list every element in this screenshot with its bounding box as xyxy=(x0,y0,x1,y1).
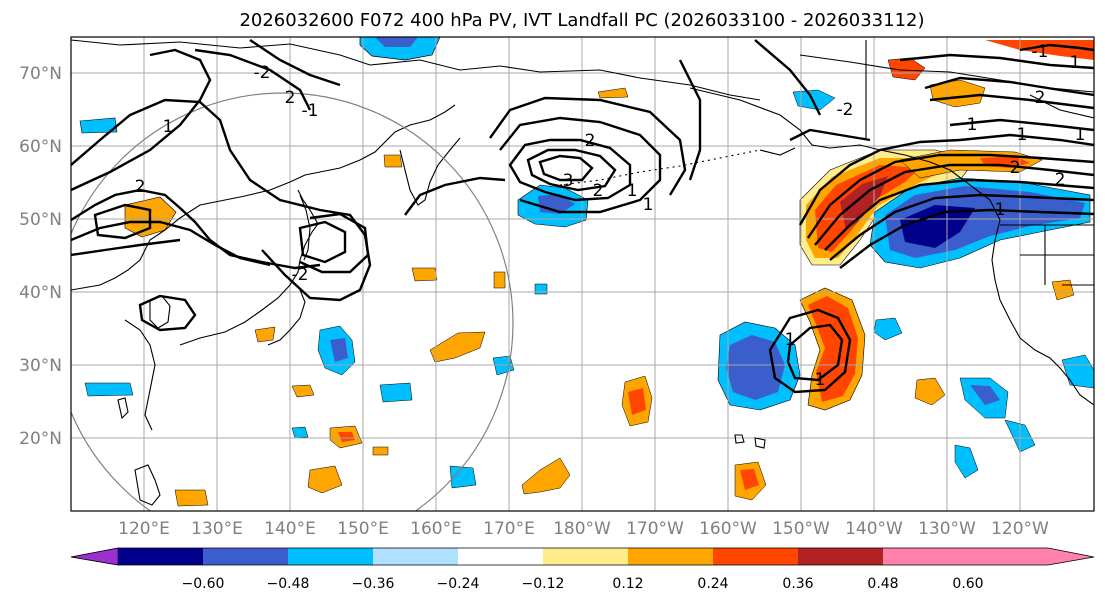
colorbar-tick: 0.36 xyxy=(782,576,813,592)
contour-label: 1 xyxy=(627,181,638,201)
contour-label: 2 xyxy=(135,177,146,197)
lon-label: 130°E xyxy=(191,519,243,539)
colorbar-tick: −0.12 xyxy=(522,576,565,592)
colorbar-segment xyxy=(373,548,458,565)
colorbar-segment xyxy=(288,548,373,565)
lon-label: 140°E xyxy=(264,519,316,539)
colorbar-segment xyxy=(798,548,883,565)
colorbar-segment xyxy=(1048,548,1094,565)
lon-label: 120°W xyxy=(991,519,1049,539)
contour-label: 3 xyxy=(563,171,574,191)
colorbar-segment xyxy=(458,548,543,565)
latitude-labels: 70°N 60°N 50°N 40°N 30°N 20°N xyxy=(19,64,62,449)
colorbar-tick: 0.48 xyxy=(867,576,898,592)
contour-label: 2 xyxy=(593,181,604,201)
contour-label: 1 xyxy=(1075,125,1086,145)
contour-label: 2 xyxy=(1010,158,1021,178)
lon-label: 150°W xyxy=(772,519,830,539)
contour-label: 1 xyxy=(163,117,174,137)
lon-label: 160°E xyxy=(410,519,462,539)
contour-label: -2 xyxy=(837,100,854,120)
lat-label: 50°N xyxy=(19,210,62,230)
colorbar-segment xyxy=(713,548,798,565)
contour-label: -1 xyxy=(1032,42,1049,62)
contour-label: 1 xyxy=(643,195,654,215)
lon-label: 180°W xyxy=(553,519,611,539)
contour-label: -1 xyxy=(302,101,319,121)
colorbar-tick: −0.48 xyxy=(267,576,310,592)
longitude-labels: 120°E 130°E 140°E 150°E 160°E 170°E 180°… xyxy=(118,519,1049,539)
colorbar-tick: 0.12 xyxy=(612,576,643,592)
contour-label: 2 xyxy=(585,131,596,151)
colorbar-tick: −0.36 xyxy=(352,576,395,592)
lon-label: 170°E xyxy=(483,519,535,539)
lat-label: 30°N xyxy=(19,356,62,376)
colorbar-segment xyxy=(70,547,119,566)
colorbar-tick: 0.60 xyxy=(952,576,983,592)
lon-label: 170°W xyxy=(626,519,684,539)
lon-label: 150°E xyxy=(337,519,389,539)
pv-shading xyxy=(79,37,1094,507)
contour-label: 1 xyxy=(785,330,796,350)
contour-label: 2 xyxy=(1035,88,1046,108)
contour-label: 2 xyxy=(285,88,296,108)
colorbar-tick: −0.60 xyxy=(182,576,225,592)
contour-label: 1 xyxy=(967,115,978,135)
colorbar-segment xyxy=(118,548,203,565)
contour-label: -2 xyxy=(254,63,271,83)
lon-label: 140°W xyxy=(845,519,903,539)
contour-label: 2 xyxy=(1055,170,1066,190)
colorbar-segment xyxy=(543,548,628,565)
lon-label: 160°W xyxy=(699,519,757,539)
colorbar-segment xyxy=(883,548,1048,565)
colorbar: −0.60 −0.48 −0.36 −0.24 −0.12 0.12 0.24 … xyxy=(70,547,1095,592)
lat-label: 60°N xyxy=(19,137,62,157)
lat-label: 20°N xyxy=(19,429,62,449)
map-frame xyxy=(70,36,1095,512)
colorbar-segment xyxy=(628,548,713,565)
colorbar-segment xyxy=(203,548,288,565)
lat-label: 40°N xyxy=(19,283,62,303)
contour-label: -2 xyxy=(292,265,309,285)
range-circle xyxy=(71,92,514,511)
pv-negative-area xyxy=(359,37,441,61)
colorbar-tick: 0.24 xyxy=(697,576,728,592)
coastlines xyxy=(71,39,1094,506)
colorbar-tick: −0.24 xyxy=(437,576,480,592)
contour-label: 1 xyxy=(1017,125,1028,145)
contour-label: 1 xyxy=(995,200,1006,220)
contour-labels: -2 2 -1 1 2 2 3 2 1 1 -2 -1 1 2 1 2 1 2 … xyxy=(135,42,1086,390)
contour-label: 1 xyxy=(815,370,826,390)
figure-title: 2026032600 F072 400 hPa PV, IVT Landfall… xyxy=(239,10,924,31)
lon-label: 130°W xyxy=(918,519,976,539)
lat-label: 70°N xyxy=(19,64,62,84)
lon-label: 120°E xyxy=(118,519,170,539)
map-area: -2 2 -1 1 2 2 3 2 1 1 -2 -1 1 2 1 2 1 2 … xyxy=(71,37,1094,511)
contour-label: 1 xyxy=(1070,53,1081,73)
pv-contours xyxy=(71,39,1094,394)
